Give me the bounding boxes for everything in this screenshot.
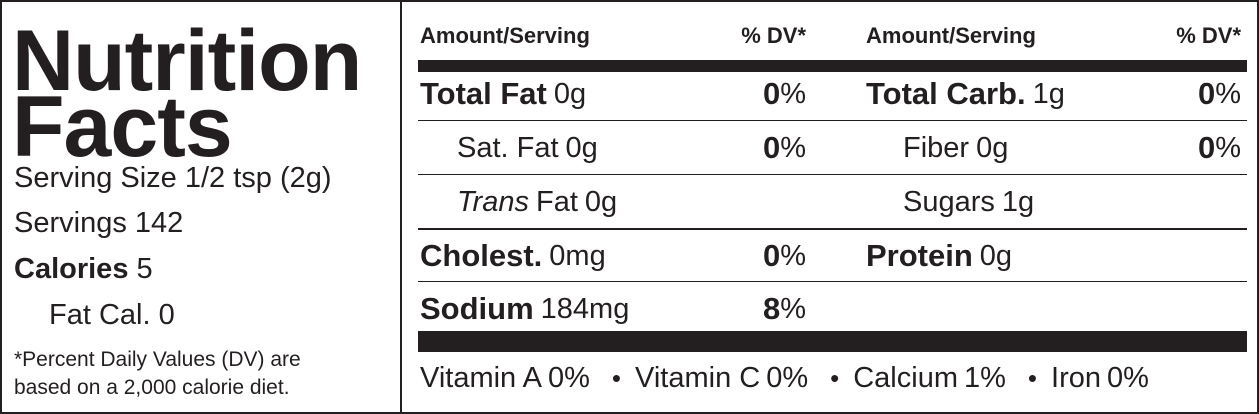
vitamins: Vitamin A 0% • Vitamin C 0% • Calcium 1% • Iron 0% bbox=[420, 362, 1149, 395]
nutrient-amount: 1g bbox=[1001, 185, 1035, 218]
daily-value: 0% bbox=[763, 74, 806, 114]
dv-number: 0 bbox=[762, 130, 781, 165]
nutrient-label: Sugars bbox=[903, 185, 995, 218]
footnote: based on a 2,000 calorie diet. bbox=[14, 376, 290, 399]
row-rule bbox=[418, 174, 1247, 175]
vitamin-name: Vitamin C bbox=[635, 362, 761, 394]
thick-rule bbox=[418, 331, 1247, 352]
nutrient-row: Sodium 184mg bbox=[420, 289, 629, 329]
text: Fat Cal. bbox=[49, 299, 151, 331]
row-rule bbox=[418, 228, 1247, 230]
dv-number: 0 bbox=[762, 238, 781, 273]
nutrient-row: Protein 0g bbox=[866, 236, 1012, 276]
title-line: Facts bbox=[12, 79, 233, 175]
text: 0 bbox=[158, 299, 175, 331]
daily-value: 0% bbox=[1198, 128, 1241, 168]
daily-value: 0% bbox=[763, 128, 806, 168]
dv-sign: % bbox=[1215, 131, 1241, 164]
vitamin-name: Calcium bbox=[853, 362, 958, 394]
daily-value: 0% bbox=[1198, 74, 1241, 114]
bullet: • bbox=[830, 363, 840, 393]
nutrient-label: Total Carb. bbox=[866, 76, 1026, 111]
daily-value: 8% bbox=[763, 289, 806, 329]
nutrient-amount: 0g bbox=[565, 131, 598, 164]
nutrient-amount: 0g bbox=[584, 185, 618, 218]
fat-calories: Fat Cal. 0 bbox=[49, 299, 175, 332]
vitamin-value: 0% bbox=[1107, 362, 1149, 394]
nutrient-label: Total Fat bbox=[420, 76, 547, 111]
dv-sign: % bbox=[1215, 77, 1241, 110]
nutrient-row: Total Fat 0g bbox=[420, 74, 586, 114]
nutrient-label: Sat. Fat bbox=[457, 131, 559, 164]
dv-header: % DV* bbox=[1176, 23, 1241, 48]
nutrient-amount: 0g bbox=[979, 239, 1013, 272]
dv-sign: % bbox=[780, 77, 806, 110]
serving-size: Serving Size 1/2 tsp (2g) bbox=[14, 162, 332, 195]
vitamin-value: 1% bbox=[963, 362, 1006, 394]
bullet: • bbox=[611, 363, 622, 393]
nutrient-amount: 1g bbox=[1032, 77, 1065, 110]
dv-number: 0 bbox=[762, 76, 781, 111]
title-line: Nutrition bbox=[12, 13, 362, 109]
dv-sign: % bbox=[780, 239, 806, 272]
thick-rule bbox=[418, 60, 1247, 72]
label-italic: Trans bbox=[457, 185, 529, 218]
text: Calories bbox=[14, 253, 129, 285]
vitamin-name: Iron bbox=[1051, 362, 1101, 394]
nutrient-row: Cholest. 0mg bbox=[420, 236, 606, 276]
text: Servings bbox=[14, 207, 127, 239]
amount-header: Amount/Serving bbox=[866, 23, 1036, 48]
footnote: *Percent Daily Values (DV) are bbox=[14, 348, 301, 371]
vitamin-value: 0% bbox=[766, 362, 809, 394]
text: Serving Size bbox=[14, 162, 177, 194]
nutrient-row: Fiber 0g bbox=[903, 128, 1008, 168]
calories: Calories 5 bbox=[14, 253, 153, 286]
vitamin-value: 0% bbox=[547, 362, 590, 394]
nutrient-amount: 0mg bbox=[549, 239, 606, 272]
dv-sign: % bbox=[780, 131, 806, 164]
servings: Servings 142 bbox=[14, 207, 183, 240]
nutrient-label: Fat bbox=[535, 185, 578, 218]
dv-number: 8 bbox=[762, 291, 781, 326]
nutrient-label: Sodium bbox=[420, 291, 534, 326]
divider bbox=[400, 2, 402, 412]
text: 5 bbox=[136, 253, 153, 285]
bullet: • bbox=[1027, 363, 1038, 393]
nutrient-label: Protein bbox=[866, 238, 973, 273]
nutrient-amount: 0g bbox=[553, 77, 587, 110]
text: 142 bbox=[134, 207, 184, 239]
dv-number: 0 bbox=[1197, 130, 1216, 165]
nutrient-row: Total Carb. 1g bbox=[866, 74, 1065, 114]
dv-header: % DV* bbox=[741, 23, 806, 48]
nutrient-row: Sat. Fat 0g bbox=[457, 128, 598, 168]
row-rule bbox=[418, 281, 1247, 282]
daily-value: 0% bbox=[763, 236, 806, 276]
vitamin-name: Vitamin A bbox=[420, 362, 542, 394]
row-rule bbox=[418, 120, 1247, 121]
dv-number: 0 bbox=[1197, 76, 1216, 111]
nutrient-amount: 184mg bbox=[540, 292, 630, 325]
nutrient-label: Fiber bbox=[903, 131, 970, 164]
dv-sign: % bbox=[780, 292, 806, 325]
nutrient-row: Sugars 1g bbox=[903, 182, 1034, 222]
text: 1/2 tsp (2g) bbox=[184, 162, 332, 194]
nutrient-row: Trans Fat 0g bbox=[457, 182, 617, 222]
nutrient-amount: 0g bbox=[976, 131, 1009, 164]
amount-header: Amount/Serving bbox=[420, 23, 590, 48]
nutrient-label: Cholest. bbox=[420, 238, 543, 273]
